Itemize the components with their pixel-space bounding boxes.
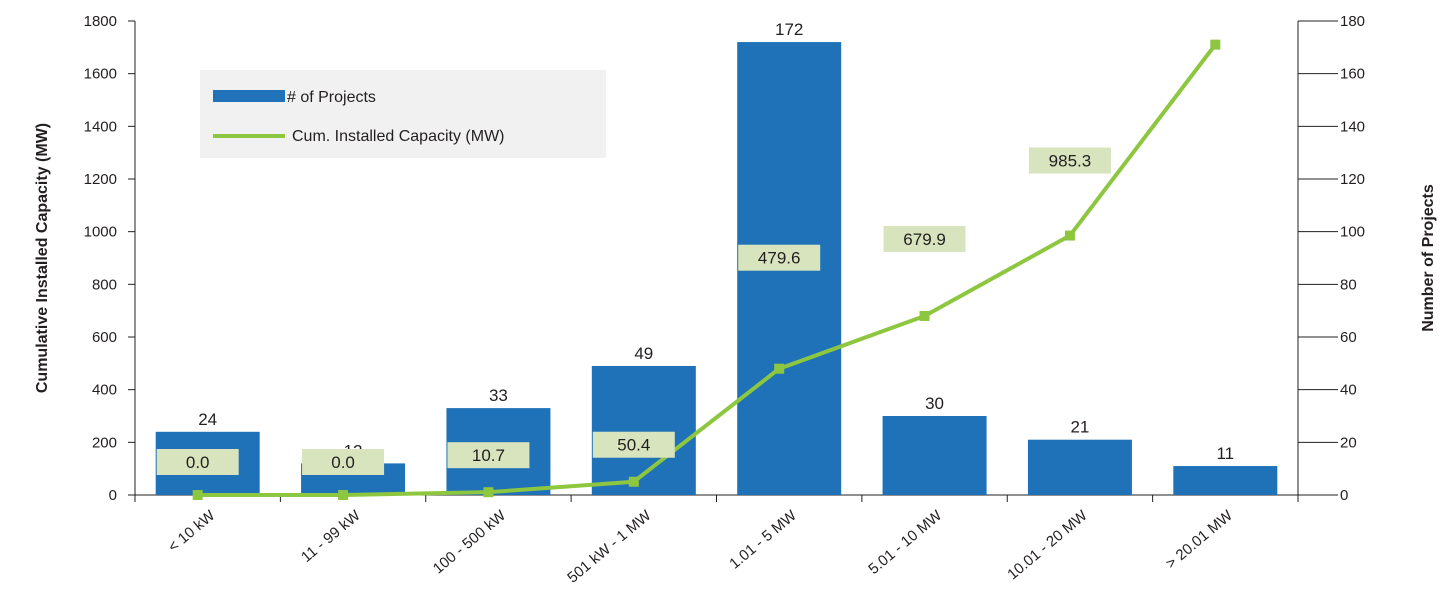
right-tick-label: 100 <box>1340 224 1365 241</box>
capacity-point <box>628 476 639 487</box>
right-tick-label: 40 <box>1340 382 1357 399</box>
right-tick-label: 140 <box>1340 118 1365 135</box>
line-value-label: 679.9 <box>903 230 946 249</box>
line-value-label: 479.6 <box>758 249 801 268</box>
x-category-label: 1.01 - 5 MW <box>726 507 800 573</box>
line-value-label-bg <box>738 244 821 271</box>
left-axis-title: Cumulative Installed Capacity (MW) <box>34 123 51 393</box>
x-category-label: 10.01 - 20 MW <box>1004 507 1091 584</box>
left-tick-label: 600 <box>92 329 117 346</box>
line-value-label-bg <box>883 225 966 252</box>
right-tick-label: 0 <box>1340 487 1348 504</box>
left-tick-label: 200 <box>92 434 117 451</box>
x-category-label: 11 - 99 kW <box>298 507 364 566</box>
right-tick-label: 160 <box>1340 66 1365 83</box>
line-value-label: 10.7 <box>472 446 505 465</box>
left-tick-label: 1800 <box>84 13 117 30</box>
bar-value-label: 33 <box>489 386 508 405</box>
line-value-label-bg <box>1028 147 1111 174</box>
line-value-label: 985.3 <box>1049 152 1092 171</box>
legend-box <box>200 70 606 158</box>
left-tick-label: 1600 <box>84 66 117 83</box>
bar-value-label: 11 <box>1216 444 1234 463</box>
capacity-point <box>192 490 203 500</box>
line-value-label-bg <box>447 442 530 469</box>
capacity-point <box>1210 39 1221 50</box>
right-axis-title: Number of Projects <box>1420 184 1437 332</box>
x-category-label: 501 kW - 1 MW <box>564 507 655 587</box>
x-category-label: 100 - 500 kW <box>430 507 510 578</box>
right-tick-label: 20 <box>1340 434 1357 451</box>
left-tick-label: 800 <box>92 276 117 293</box>
line-value-label: 0.0 <box>186 453 210 472</box>
line-value-label: 50.4 <box>617 436 650 455</box>
capacity-point <box>483 487 494 498</box>
line-value-label-bg <box>592 431 675 458</box>
legend-bar-label: # of Projects <box>287 89 376 106</box>
bar-value-label: 30 <box>925 394 944 413</box>
project-count-bar <box>882 416 987 495</box>
right-tick-label: 60 <box>1340 329 1357 346</box>
capacity-line <box>197 43 1217 497</box>
line-value-label-bg <box>156 449 239 475</box>
project-count-bar <box>1027 439 1132 495</box>
bar-value-label: 21 <box>1070 418 1089 437</box>
bar-value-label: 24 <box>198 410 217 429</box>
left-tick-label: 1000 <box>84 224 117 241</box>
right-tick-label: 120 <box>1340 171 1365 188</box>
capacity-point <box>1064 230 1075 241</box>
left-tick-label: 1200 <box>84 171 117 188</box>
capacity-point <box>919 310 930 321</box>
capacity-point <box>338 490 349 500</box>
line-value-label-bg <box>302 449 385 475</box>
right-tick-label: 80 <box>1340 276 1357 293</box>
left-tick-label: 1400 <box>84 118 117 135</box>
right-tick-label: 180 <box>1340 13 1365 30</box>
x-category-label: > 20.01 MW <box>1163 507 1237 573</box>
bar-value-label: 172 <box>775 20 803 39</box>
x-category-label: < 10 kW <box>165 507 219 556</box>
legend-bar-swatch <box>213 90 285 102</box>
left-tick-label: 0 <box>109 487 117 504</box>
capacity-point <box>774 363 785 374</box>
left-tick-label: 400 <box>92 382 117 399</box>
line-value-label: 0.0 <box>331 453 355 472</box>
legend-line-label: Cum. Installed Capacity (MW) <box>292 128 505 145</box>
x-category-label: 5.01 - 10 MW <box>865 507 946 578</box>
bar-value-label: 49 <box>634 344 653 363</box>
project-count-bar <box>1173 466 1278 495</box>
